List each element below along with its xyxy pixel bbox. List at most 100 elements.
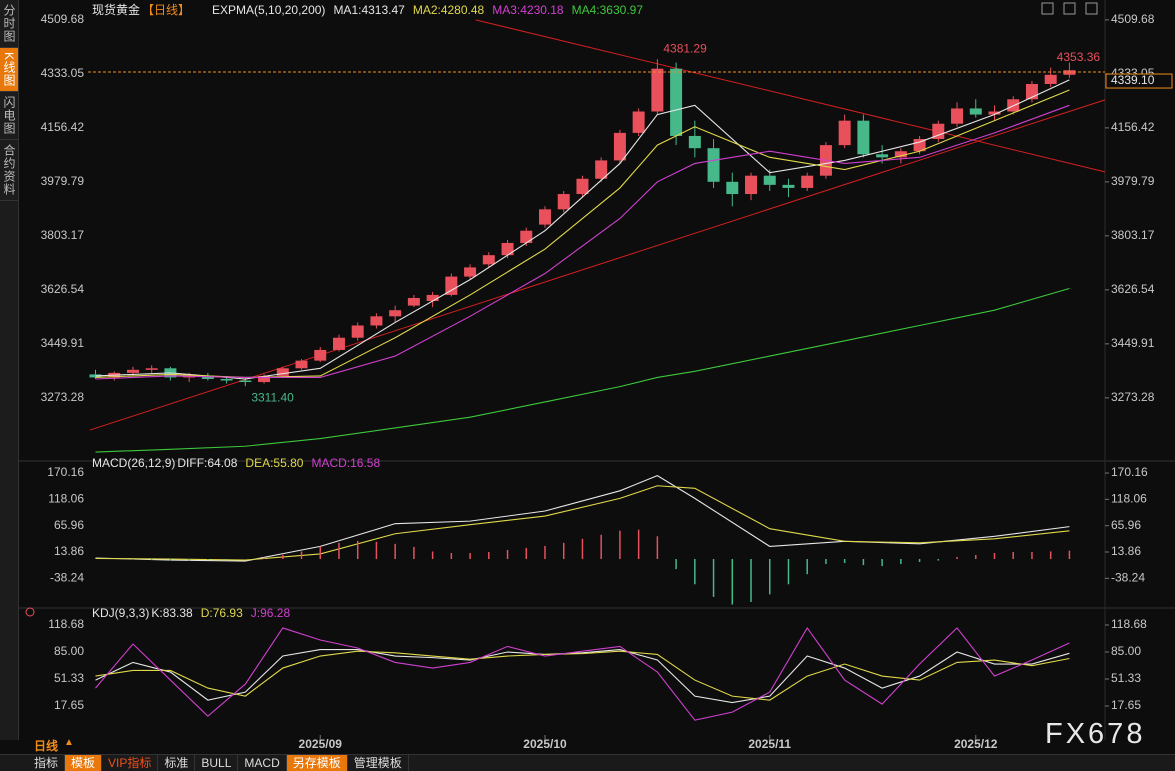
candle-body <box>520 230 533 243</box>
candle-body <box>1044 74 1057 84</box>
series-line <box>95 104 1070 380</box>
toolbar: 指标 模板 VIP指标 标准 BULL MACD 另存模板 管理模板 <box>0 754 1175 771</box>
y-tick-label: 4333.05 <box>41 66 85 80</box>
legend-entry: J:96.28 <box>251 606 291 620</box>
y-tick-label: 118.06 <box>48 492 84 506</box>
price-annotation: 4381.29 <box>663 41 707 55</box>
sidebar-tab[interactable]: 分时图 <box>0 0 18 48</box>
legend-entry: D:76.93 <box>201 606 243 620</box>
candle-body <box>782 184 795 188</box>
y-tick-label: 85.00 <box>54 644 84 658</box>
series-line <box>95 287 1070 453</box>
sidebar-tab[interactable]: 闪电图 <box>0 92 18 141</box>
sidebar: 分时图 K线图 闪电图 合约资料 <box>0 0 19 740</box>
y-tick-label: 170.16 <box>1111 465 1148 479</box>
series-line <box>95 475 1070 562</box>
sidebar-tab[interactable]: K线图 <box>0 48 18 93</box>
candle-body <box>576 178 589 195</box>
window-icons <box>1041 2 1098 15</box>
y-tick-label: 13.86 <box>1111 544 1141 558</box>
y-tick-label: 3626.54 <box>1111 282 1155 296</box>
candle-body <box>838 120 851 146</box>
candle-body <box>445 276 458 295</box>
legend-entry: K:83.38 <box>151 606 193 620</box>
candle-body <box>670 68 683 136</box>
y-tick-label: 4156.42 <box>41 120 85 134</box>
series-line <box>95 89 1070 379</box>
last-price-label: 4339.10 <box>1111 73 1155 87</box>
y-tick-label: 4509.68 <box>41 12 85 26</box>
y-tick-label: 17.65 <box>1111 698 1141 712</box>
toolbar-button[interactable]: BULL <box>195 755 239 771</box>
candle-body <box>126 369 139 373</box>
toolbar-button[interactable]: 模板 <box>65 755 103 771</box>
y-tick-label: 65.96 <box>1111 518 1141 532</box>
y-tick-label: 3449.91 <box>41 336 85 350</box>
series-line <box>95 79 1070 380</box>
candle-body <box>314 349 327 361</box>
y-tick-label: 3273.28 <box>1111 390 1155 404</box>
trendline <box>475 19 1106 173</box>
legend-entry: KDJ(9,3,3) <box>92 606 149 620</box>
y-tick-label: 65.96 <box>54 518 84 532</box>
legend-entry: MA4:3630.97 <box>572 3 644 17</box>
candle-body <box>370 316 383 326</box>
candle-body <box>595 160 608 179</box>
candle-body <box>707 148 720 182</box>
y-tick-label: -38.24 <box>50 571 84 585</box>
x-tick-label: 2025/10 <box>523 737 567 751</box>
period-arrow: ▲ <box>64 737 74 748</box>
y-tick-label: 85.00 <box>1111 644 1141 658</box>
trendline <box>89 99 1106 431</box>
candle-body <box>932 123 945 140</box>
legend-entry: DEA:55.80 <box>245 456 303 470</box>
candle-body <box>557 194 570 210</box>
y-tick-label: 51.33 <box>1111 671 1141 685</box>
x-tick-label: 2025/12 <box>954 737 998 751</box>
toolbar-button[interactable]: 另存模板 <box>286 755 348 771</box>
legend-entry: DIFF:64.08 <box>177 456 237 470</box>
candle-body <box>632 111 645 133</box>
candle-body <box>539 209 551 225</box>
candle-body <box>988 111 1001 115</box>
candle-body <box>876 154 889 158</box>
candle-body <box>145 368 158 370</box>
candle-body <box>613 132 626 161</box>
candle-body <box>482 255 495 265</box>
toolbar-button[interactable]: 标准 <box>158 755 196 771</box>
watermark: FX678 <box>1045 718 1146 750</box>
period-label[interactable]: 日线 <box>34 739 59 753</box>
candle-body <box>201 375 214 379</box>
price-annotation: 3311.40 <box>251 390 294 404</box>
series-line <box>95 485 1070 561</box>
y-tick-label: 118.06 <box>1111 492 1147 506</box>
y-tick-label: 4509.68 <box>1111 12 1155 26</box>
candle-body <box>464 267 477 277</box>
candle-body <box>239 380 252 383</box>
toolbar-button[interactable]: 管理模板 <box>348 755 409 771</box>
y-tick-label: 170.16 <box>47 465 84 479</box>
toolbar-button[interactable]: 指标 <box>28 755 66 771</box>
legend-entry: MACD:16.58 <box>311 456 380 470</box>
candle-body <box>951 108 964 124</box>
series-line <box>95 649 1070 704</box>
candle-body <box>801 175 814 188</box>
y-tick-label: 3979.79 <box>1111 174 1155 188</box>
toolbar-button[interactable]: MACD <box>238 755 287 771</box>
y-tick-label: 4156.42 <box>1111 120 1155 134</box>
legend-entry: MA2:4280.48 <box>413 3 485 17</box>
panel-icon <box>25 607 35 617</box>
candle-body <box>276 368 289 376</box>
series-line <box>95 626 1070 721</box>
y-tick-label: 13.86 <box>54 544 84 558</box>
sidebar-tab[interactable]: 合约资料 <box>0 140 18 202</box>
toolbar-button[interactable]: VIP指标 <box>102 755 159 771</box>
y-tick-label: 118.68 <box>48 617 84 631</box>
price-annotation: 4353.36 <box>1057 50 1101 64</box>
candle-body <box>351 325 364 338</box>
legend-entry: MA1:4313.47 <box>333 3 405 17</box>
legend-entry: 【日线】 <box>142 3 190 17</box>
x-tick-label: 2025/11 <box>748 737 791 751</box>
